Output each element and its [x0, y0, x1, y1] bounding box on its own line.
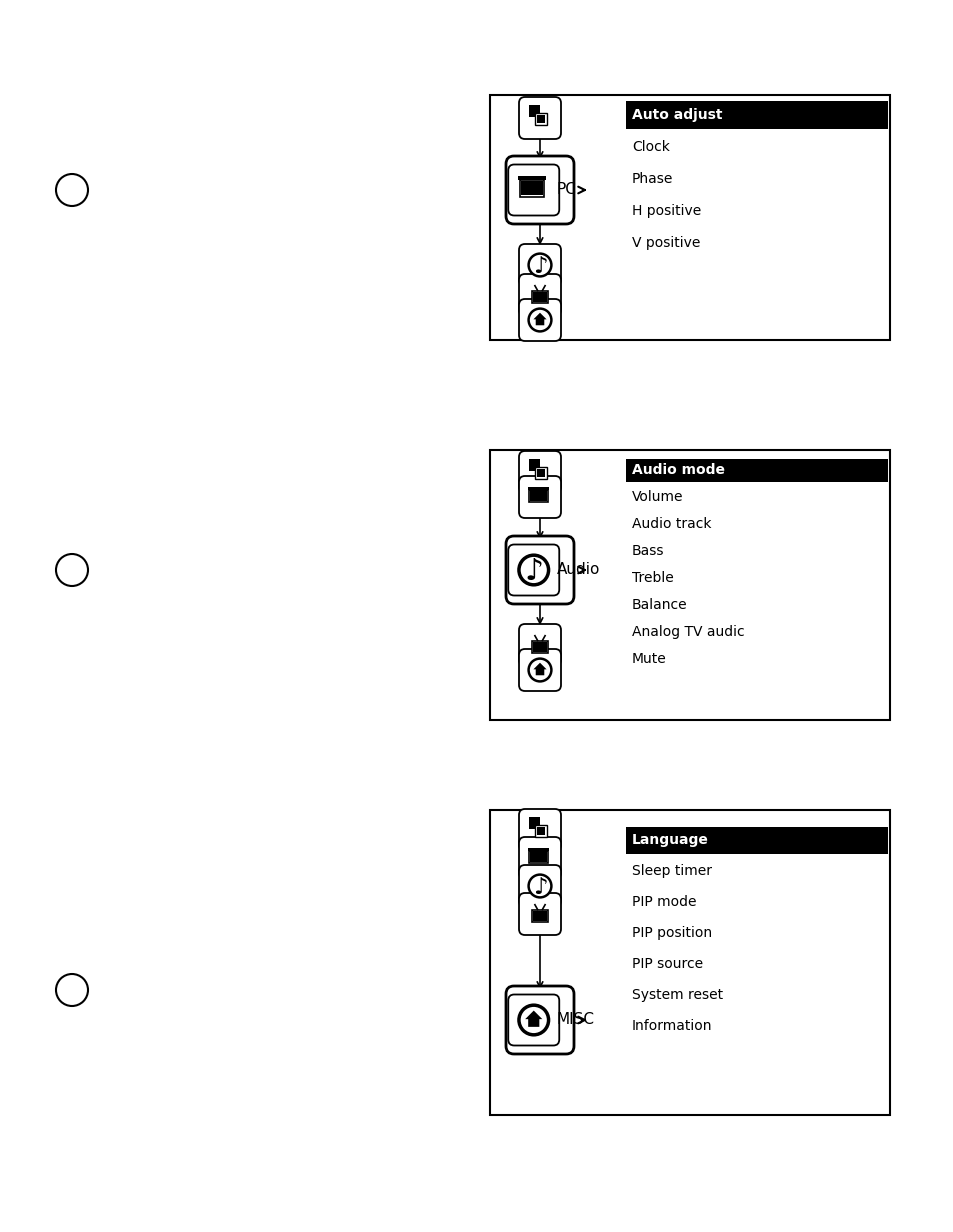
Circle shape — [528, 875, 551, 897]
Bar — [528, 460, 539, 471]
Bar — [528, 848, 549, 850]
Bar — [520, 181, 542, 196]
Bar — [528, 106, 539, 117]
Polygon shape — [525, 1010, 541, 1026]
Bar — [625, 827, 887, 854]
Bar — [528, 487, 549, 489]
Bar — [531, 909, 548, 922]
Text: Balance: Balance — [631, 598, 687, 612]
Bar — [537, 469, 545, 478]
Bar — [519, 180, 544, 197]
Text: ♪: ♪ — [532, 876, 547, 898]
FancyBboxPatch shape — [508, 545, 558, 595]
Text: Sleep timer: Sleep timer — [631, 864, 711, 878]
Polygon shape — [533, 663, 546, 675]
Text: ♪: ♪ — [524, 557, 542, 586]
Bar — [531, 291, 548, 303]
FancyBboxPatch shape — [505, 156, 574, 224]
FancyBboxPatch shape — [518, 451, 560, 493]
FancyBboxPatch shape — [505, 986, 574, 1055]
Text: PC: PC — [556, 182, 576, 197]
Bar — [535, 113, 546, 124]
Text: Bass: Bass — [631, 545, 664, 558]
FancyBboxPatch shape — [518, 97, 560, 139]
Bar — [532, 292, 547, 302]
Text: Language: Language — [631, 833, 708, 848]
Circle shape — [56, 174, 88, 206]
FancyBboxPatch shape — [518, 649, 560, 691]
Bar — [532, 910, 547, 920]
Text: PIP mode: PIP mode — [631, 894, 696, 909]
Text: MISC: MISC — [556, 1013, 594, 1027]
Bar — [625, 101, 887, 129]
Circle shape — [528, 659, 551, 681]
Text: Audio: Audio — [556, 563, 599, 578]
Circle shape — [528, 254, 551, 276]
Circle shape — [56, 975, 88, 1007]
FancyBboxPatch shape — [505, 536, 574, 604]
FancyBboxPatch shape — [518, 865, 560, 907]
Text: Information: Information — [631, 1019, 712, 1032]
Bar — [537, 827, 545, 835]
Circle shape — [528, 308, 551, 331]
Bar — [490, 450, 889, 719]
Text: Treble: Treble — [631, 570, 673, 585]
FancyBboxPatch shape — [518, 893, 560, 935]
Text: Mute: Mute — [631, 652, 666, 667]
Bar — [532, 642, 547, 652]
Bar — [531, 641, 548, 653]
Circle shape — [56, 554, 88, 586]
Bar — [625, 458, 887, 482]
Text: V positive: V positive — [631, 237, 700, 250]
Bar — [530, 490, 547, 501]
Bar — [528, 818, 539, 829]
FancyBboxPatch shape — [518, 274, 560, 315]
Bar — [529, 850, 548, 864]
Bar — [535, 467, 546, 479]
Text: H positive: H positive — [631, 205, 700, 218]
Text: Volume: Volume — [631, 490, 682, 504]
Text: PIP source: PIP source — [631, 957, 702, 971]
Text: Auto adjust: Auto adjust — [631, 108, 721, 122]
Text: Clock: Clock — [631, 140, 669, 154]
FancyBboxPatch shape — [518, 476, 560, 517]
Circle shape — [518, 1005, 548, 1035]
Bar — [529, 489, 548, 503]
Polygon shape — [533, 313, 546, 325]
Text: Audio track: Audio track — [631, 517, 711, 531]
Bar — [535, 825, 546, 837]
Text: Analog TV audic: Analog TV audic — [631, 625, 744, 639]
FancyBboxPatch shape — [518, 809, 560, 851]
Bar — [490, 95, 889, 340]
FancyBboxPatch shape — [518, 837, 560, 878]
Circle shape — [518, 556, 548, 585]
Text: System reset: System reset — [631, 988, 722, 1002]
Text: Audio mode: Audio mode — [631, 463, 724, 477]
Bar — [530, 851, 547, 862]
Bar — [537, 115, 545, 123]
FancyBboxPatch shape — [518, 244, 560, 286]
FancyBboxPatch shape — [508, 994, 558, 1046]
FancyBboxPatch shape — [518, 299, 560, 341]
Bar — [490, 809, 889, 1115]
Text: Phase: Phase — [631, 172, 673, 186]
FancyBboxPatch shape — [518, 623, 560, 667]
Text: PIP position: PIP position — [631, 926, 711, 940]
Text: ♪: ♪ — [532, 255, 547, 277]
Bar — [517, 176, 545, 180]
FancyBboxPatch shape — [508, 165, 558, 216]
